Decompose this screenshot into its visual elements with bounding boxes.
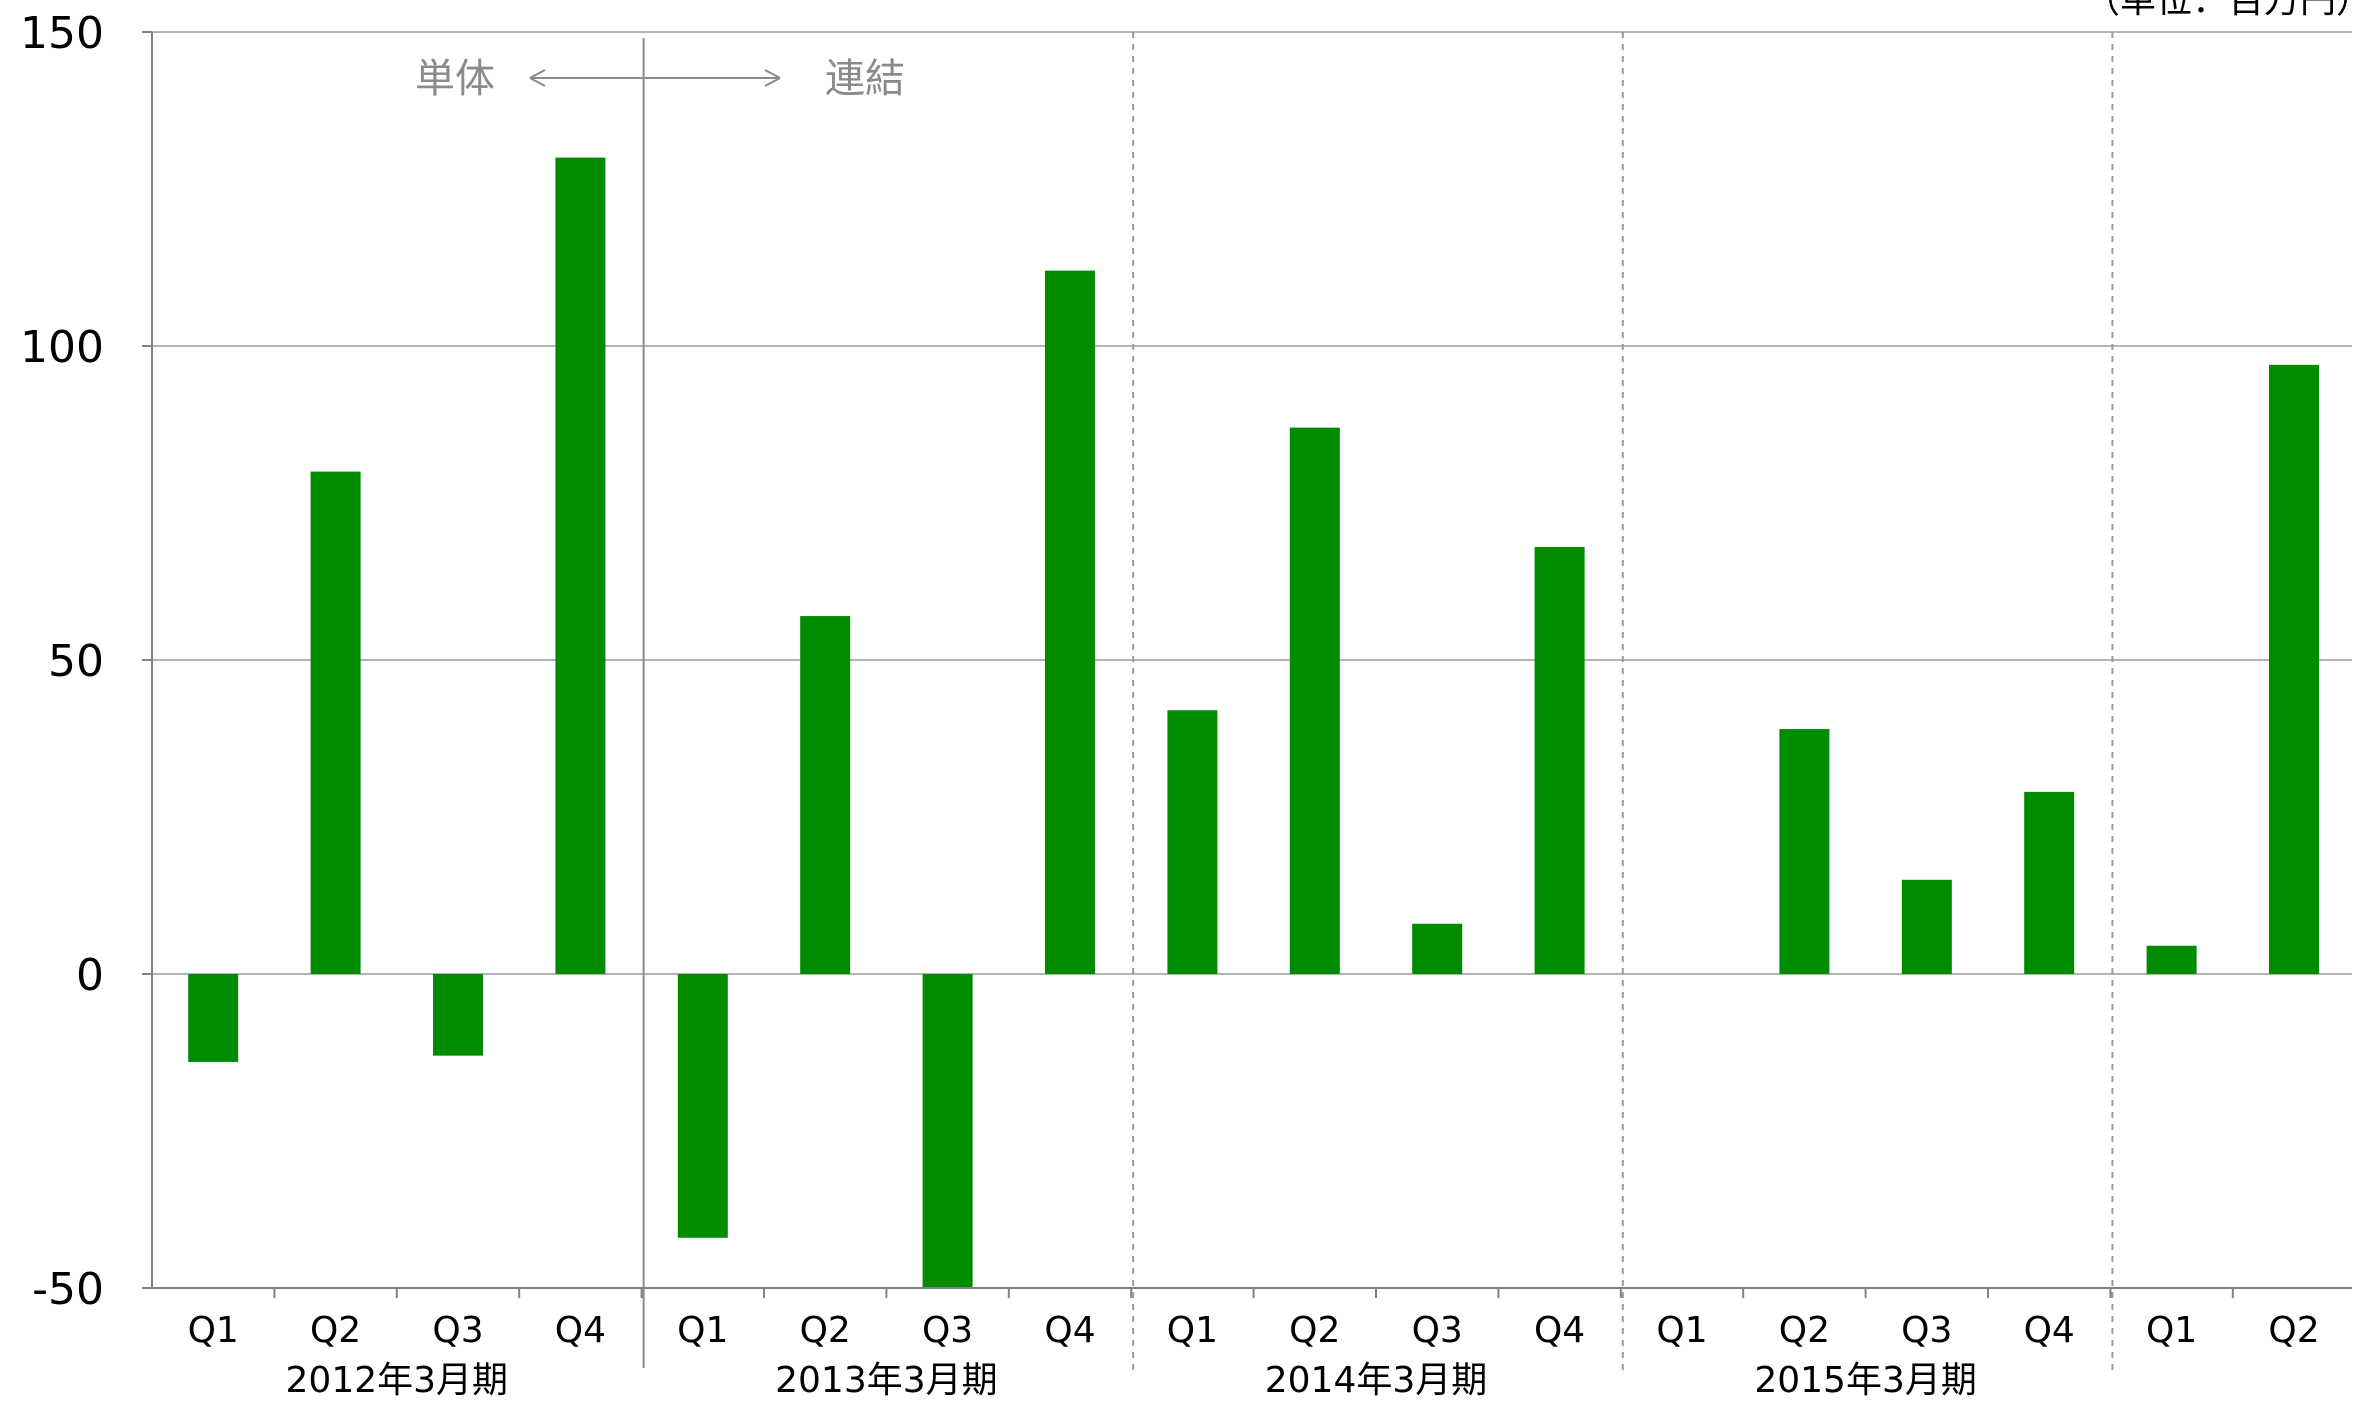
x-tick-label: Q1 — [188, 1310, 239, 1351]
consolidation-annotation: 単体 連結 — [415, 56, 905, 102]
y-tick-label: 50 — [48, 636, 104, 687]
labels: 150 100 50 0 -50 Q1 Q2 Q3 Q4 2012年3月期 Q1 Q2 Q3 Q4 2013… — [20, 8, 2320, 1401]
x-tick-label: Q4 — [555, 1310, 606, 1351]
bar — [2269, 364, 2319, 975]
period-label: 2013年3月期 — [775, 1360, 998, 1401]
y-tick-label: 0 — [76, 950, 104, 1001]
unit-label: （単位：百万円） — [2084, 0, 2372, 21]
bar — [188, 974, 239, 1062]
annotation-arrow-right-head — [764, 69, 781, 87]
x-tick-label: Q2 — [800, 1310, 851, 1351]
x-tick-label: Q1 — [1167, 1310, 1218, 1351]
annotation-right-label: 連結 — [825, 56, 905, 102]
x-tick-label: Q4 — [2024, 1310, 2075, 1351]
bar — [1412, 923, 1463, 974]
bar — [1289, 427, 1340, 974]
bar — [310, 471, 361, 974]
bar — [1534, 546, 1585, 974]
x-tick-label: Q3 — [922, 1310, 973, 1351]
x-tick-label: Q2 — [1779, 1310, 1830, 1351]
period-label: 2015年3月期 — [1754, 1360, 1977, 1401]
period-label: 2012年3月期 — [286, 1360, 509, 1401]
annotation-left-label: 単体 — [415, 56, 495, 102]
x-tick-label: Q2 — [310, 1310, 361, 1351]
bar — [800, 616, 851, 974]
axes — [142, 31, 2352, 1298]
x-tick-label: Q1 — [2146, 1310, 2197, 1351]
x-tick-label: Q2 — [2268, 1310, 2319, 1351]
bar — [555, 157, 606, 975]
y-tick-label: 150 — [20, 8, 104, 59]
x-tick-label: Q4 — [1534, 1310, 1585, 1351]
bars — [188, 157, 2319, 1288]
bar — [433, 974, 483, 1056]
x-tick-label: Q3 — [1412, 1310, 1463, 1351]
x-tick-label: Q1 — [1656, 1310, 1707, 1351]
bar — [1779, 729, 1830, 974]
period-separators — [642, 32, 2114, 1372]
x-tick-label: Q2 — [1289, 1310, 1340, 1351]
bar — [2146, 945, 2197, 974]
period-label: 2014年3月期 — [1265, 1360, 1488, 1401]
bar — [1901, 879, 1952, 974]
x-tick-label: Q3 — [432, 1310, 483, 1351]
x-tick-label: Q4 — [1044, 1310, 1095, 1351]
bar — [922, 974, 973, 1288]
y-tick-label: 100 — [20, 322, 104, 373]
bar — [2024, 791, 2075, 974]
bar — [677, 974, 728, 1238]
grid-lines — [152, 31, 2352, 1289]
bar — [1045, 270, 1095, 974]
annotation-arrow-left-head — [529, 69, 546, 87]
x-tick-label: Q3 — [1901, 1310, 1952, 1351]
x-tick-label: Q1 — [677, 1310, 728, 1351]
y-tick-label: -50 — [32, 1264, 104, 1315]
bar — [1167, 710, 1218, 974]
